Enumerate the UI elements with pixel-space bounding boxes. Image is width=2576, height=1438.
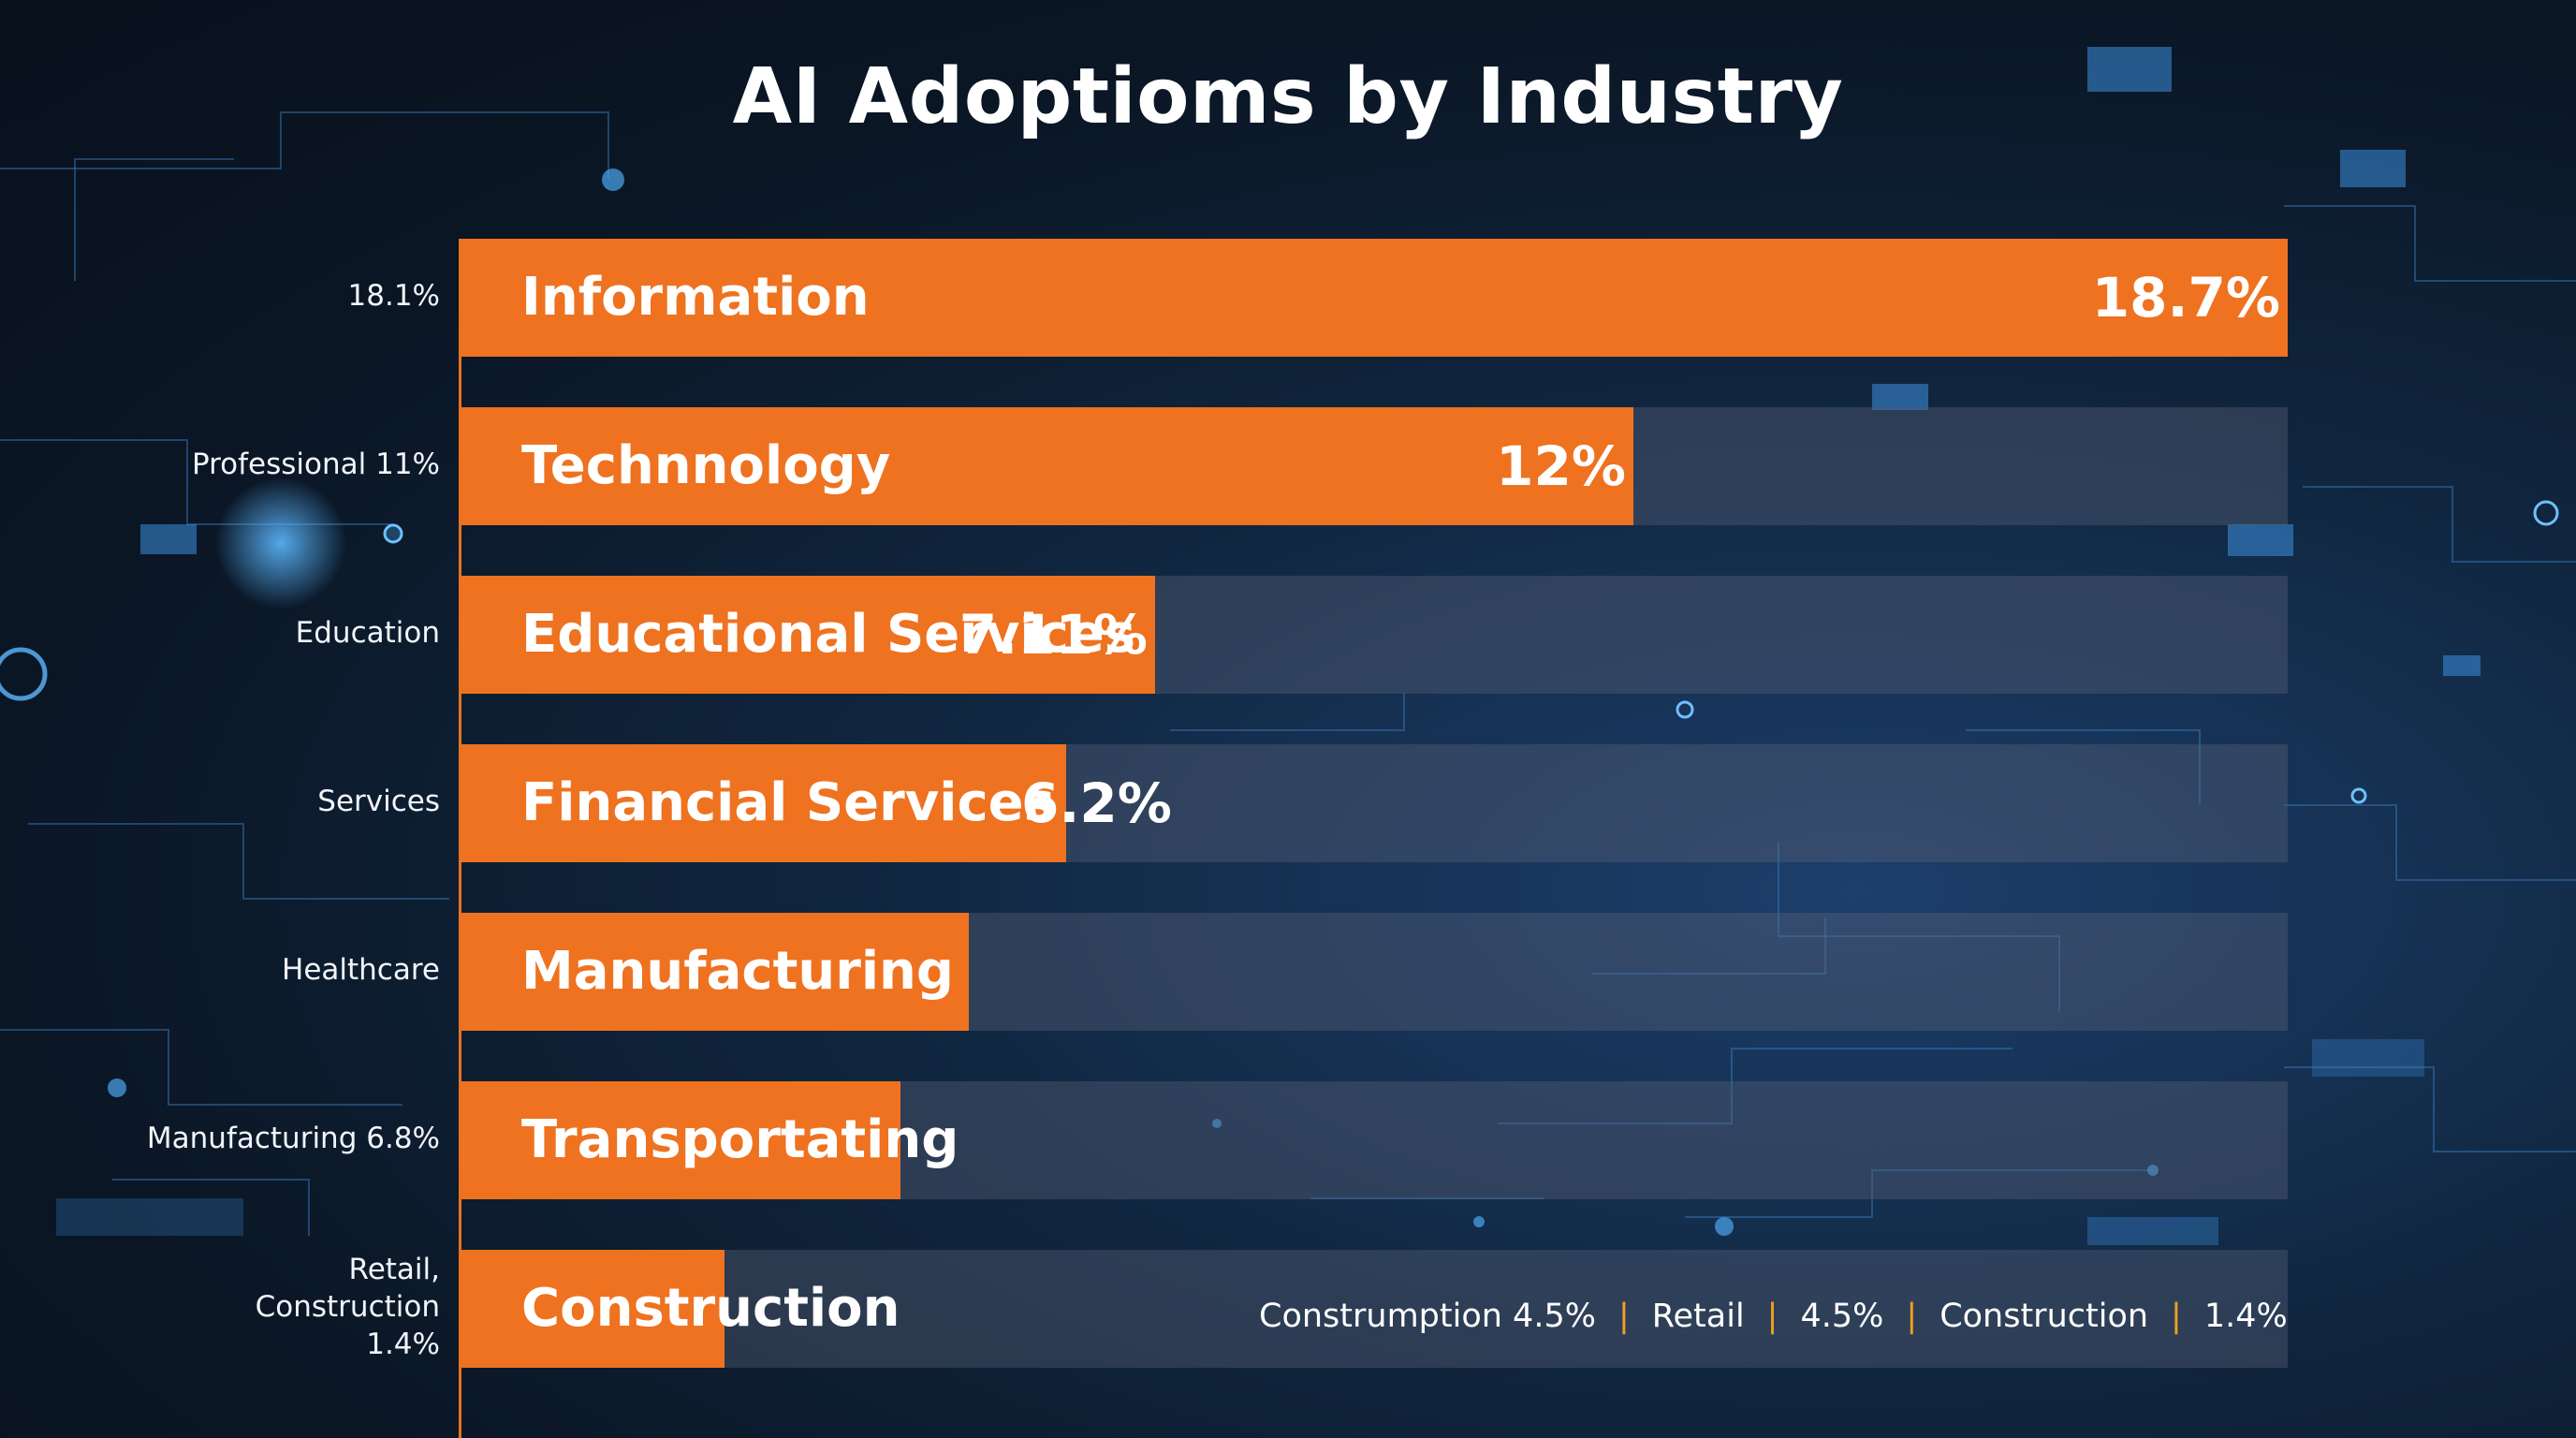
row-side-label-line: 18.1%	[347, 279, 440, 313]
row-side-label: 18.1%	[37, 277, 440, 315]
y-axis-line	[459, 239, 461, 1438]
bar-4	[461, 913, 969, 1031]
bar-value-label: 6.2%	[1021, 771, 1172, 835]
bar-2	[461, 576, 1155, 694]
row-side-label: Healthcare	[37, 951, 440, 989]
row-side-label-line: Services	[317, 785, 440, 818]
bar-0	[461, 239, 2288, 357]
row-side-label-line: Construction	[255, 1290, 440, 1324]
footnote-separator: |	[2171, 1298, 2182, 1335]
footnote-item: 4.5%	[1800, 1298, 1884, 1335]
footnote-separator: |	[1766, 1298, 1778, 1335]
footnote-legend: Construmption 4.5% | Retail | 4.5% | Construct…	[1259, 1298, 2288, 1335]
footnote-item: Construmption 4.5%	[1259, 1298, 1596, 1335]
row-side-label: Retail, Construction 1.4%	[37, 1251, 440, 1363]
bar-1	[461, 407, 1633, 525]
footnote-separator: |	[1617, 1298, 1630, 1335]
chart-title: AI Adoptioms by Industry	[732, 52, 1844, 141]
row-side-label-line: Professional 11%	[191, 448, 440, 481]
bar-category-label: Manufacturing	[521, 941, 954, 1002]
bar-value-label: 7.11%	[959, 603, 1148, 667]
bar-value-label: 18.7%	[2091, 266, 2280, 330]
bar-category-label: Construction	[521, 1278, 900, 1339]
row-side-label: Manufacturing 6.8%	[37, 1120, 440, 1157]
bar-category-label: Educational Services	[521, 604, 1136, 665]
bar-category-label: Information	[521, 267, 870, 328]
footnote-item: Retail	[1651, 1298, 1745, 1335]
bar-category-label: Transportating	[521, 1109, 959, 1170]
bar-6	[461, 1250, 724, 1368]
bar-category-label: Technnology	[521, 435, 891, 496]
bar-track	[461, 1250, 2288, 1368]
row-side-label-line: Retail,	[348, 1253, 440, 1286]
row-side-label: Services	[37, 783, 440, 820]
bar-5	[461, 1081, 900, 1199]
bar-category-label: Financial Services	[521, 772, 1055, 833]
footnote-item: 1.4%	[2203, 1298, 2288, 1335]
footnote-separator: |	[1906, 1298, 1918, 1335]
bar-value-label: 12%	[1496, 434, 1626, 498]
row-side-label-line: Healthcare	[282, 953, 440, 987]
row-side-label-line: 1.4%	[366, 1328, 440, 1361]
row-side-label: Education	[37, 614, 440, 652]
row-side-label-line: Manufacturing 6.8%	[146, 1122, 440, 1155]
bar-3	[461, 744, 1066, 862]
row-side-label: Professional 11%	[37, 446, 440, 483]
row-side-label-line: Education	[295, 616, 440, 650]
footnote-item: Construction	[1939, 1298, 2149, 1335]
